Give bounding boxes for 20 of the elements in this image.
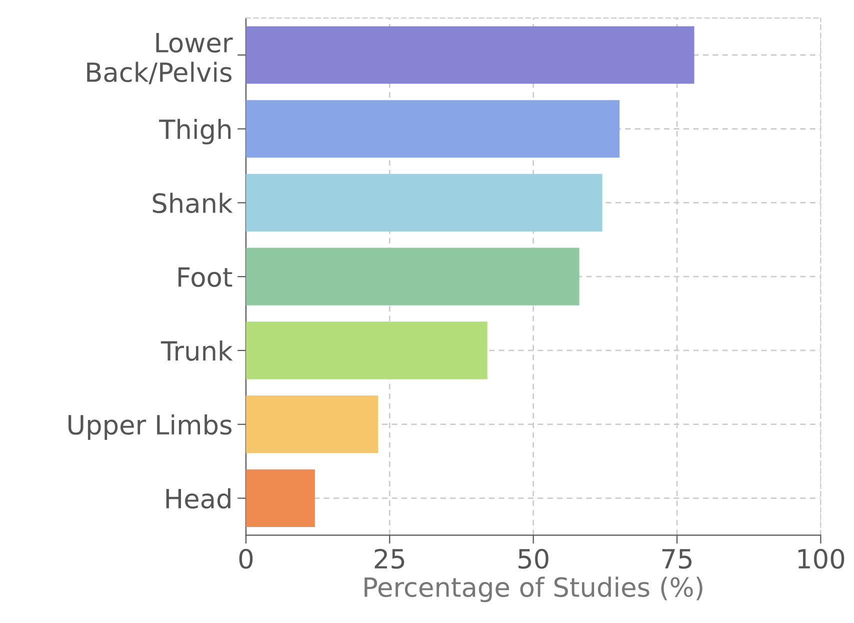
- x-tick-label: 50: [518, 548, 548, 569]
- bar: [246, 26, 694, 84]
- y-tick-label: Lower Back/Pelvis: [87, 33, 233, 84]
- x-tick-label: 100: [798, 548, 844, 569]
- y-tick-label: Upper Limbs: [68, 414, 232, 440]
- y-tick-label: Trunk: [160, 340, 233, 361]
- y-tick-label: Thigh: [159, 118, 231, 144]
- bar: [246, 469, 315, 528]
- x-tick-label: 75: [662, 549, 692, 569]
- y-tick-label: Head: [166, 488, 230, 509]
- bar: [246, 322, 488, 380]
- bar: [246, 100, 620, 158]
- x-axis-title: Percentage of Studies (%): [364, 576, 702, 602]
- bar: [246, 248, 580, 306]
- x-tick-label: 25: [374, 548, 404, 569]
- y-tick-label: Foot: [178, 267, 232, 288]
- bar: [246, 396, 378, 454]
- x-tick-label: 0: [239, 548, 253, 569]
- y-tick-label: Shank: [152, 192, 233, 214]
- bar: [246, 174, 602, 232]
